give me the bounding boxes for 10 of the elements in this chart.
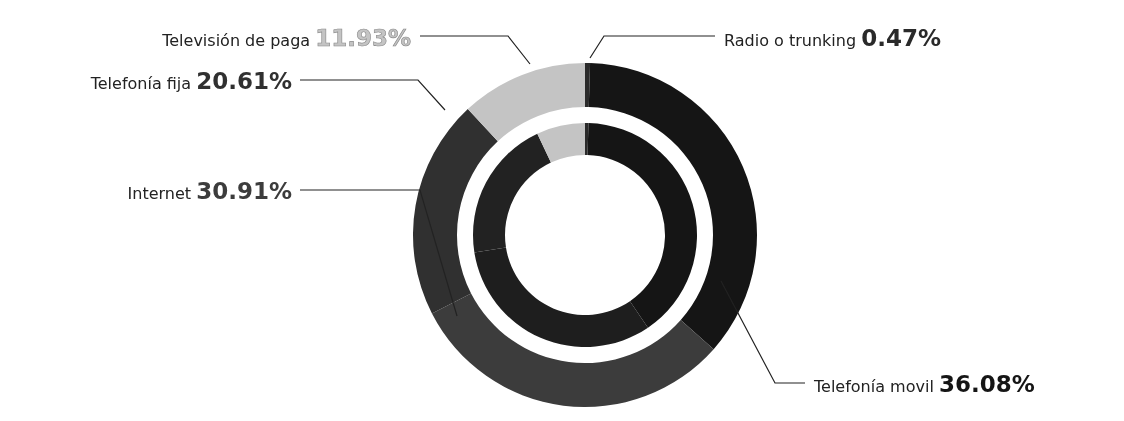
- data-label: 20.61%: [196, 68, 292, 94]
- slice-label: Radio o trunking: [724, 31, 862, 50]
- slice-label: Internet: [127, 184, 197, 203]
- slice-label: Telefonía movil: [813, 377, 939, 396]
- data-label: 11.93%: [315, 25, 411, 51]
- slice-label: Telefonía fija: [89, 74, 197, 93]
- data-label: 0.47%: [861, 25, 941, 51]
- slice-label: Televisión de paga: [161, 31, 316, 50]
- data-label: 36.08%: [938, 371, 1035, 397]
- data-label: 30.91%: [196, 178, 292, 204]
